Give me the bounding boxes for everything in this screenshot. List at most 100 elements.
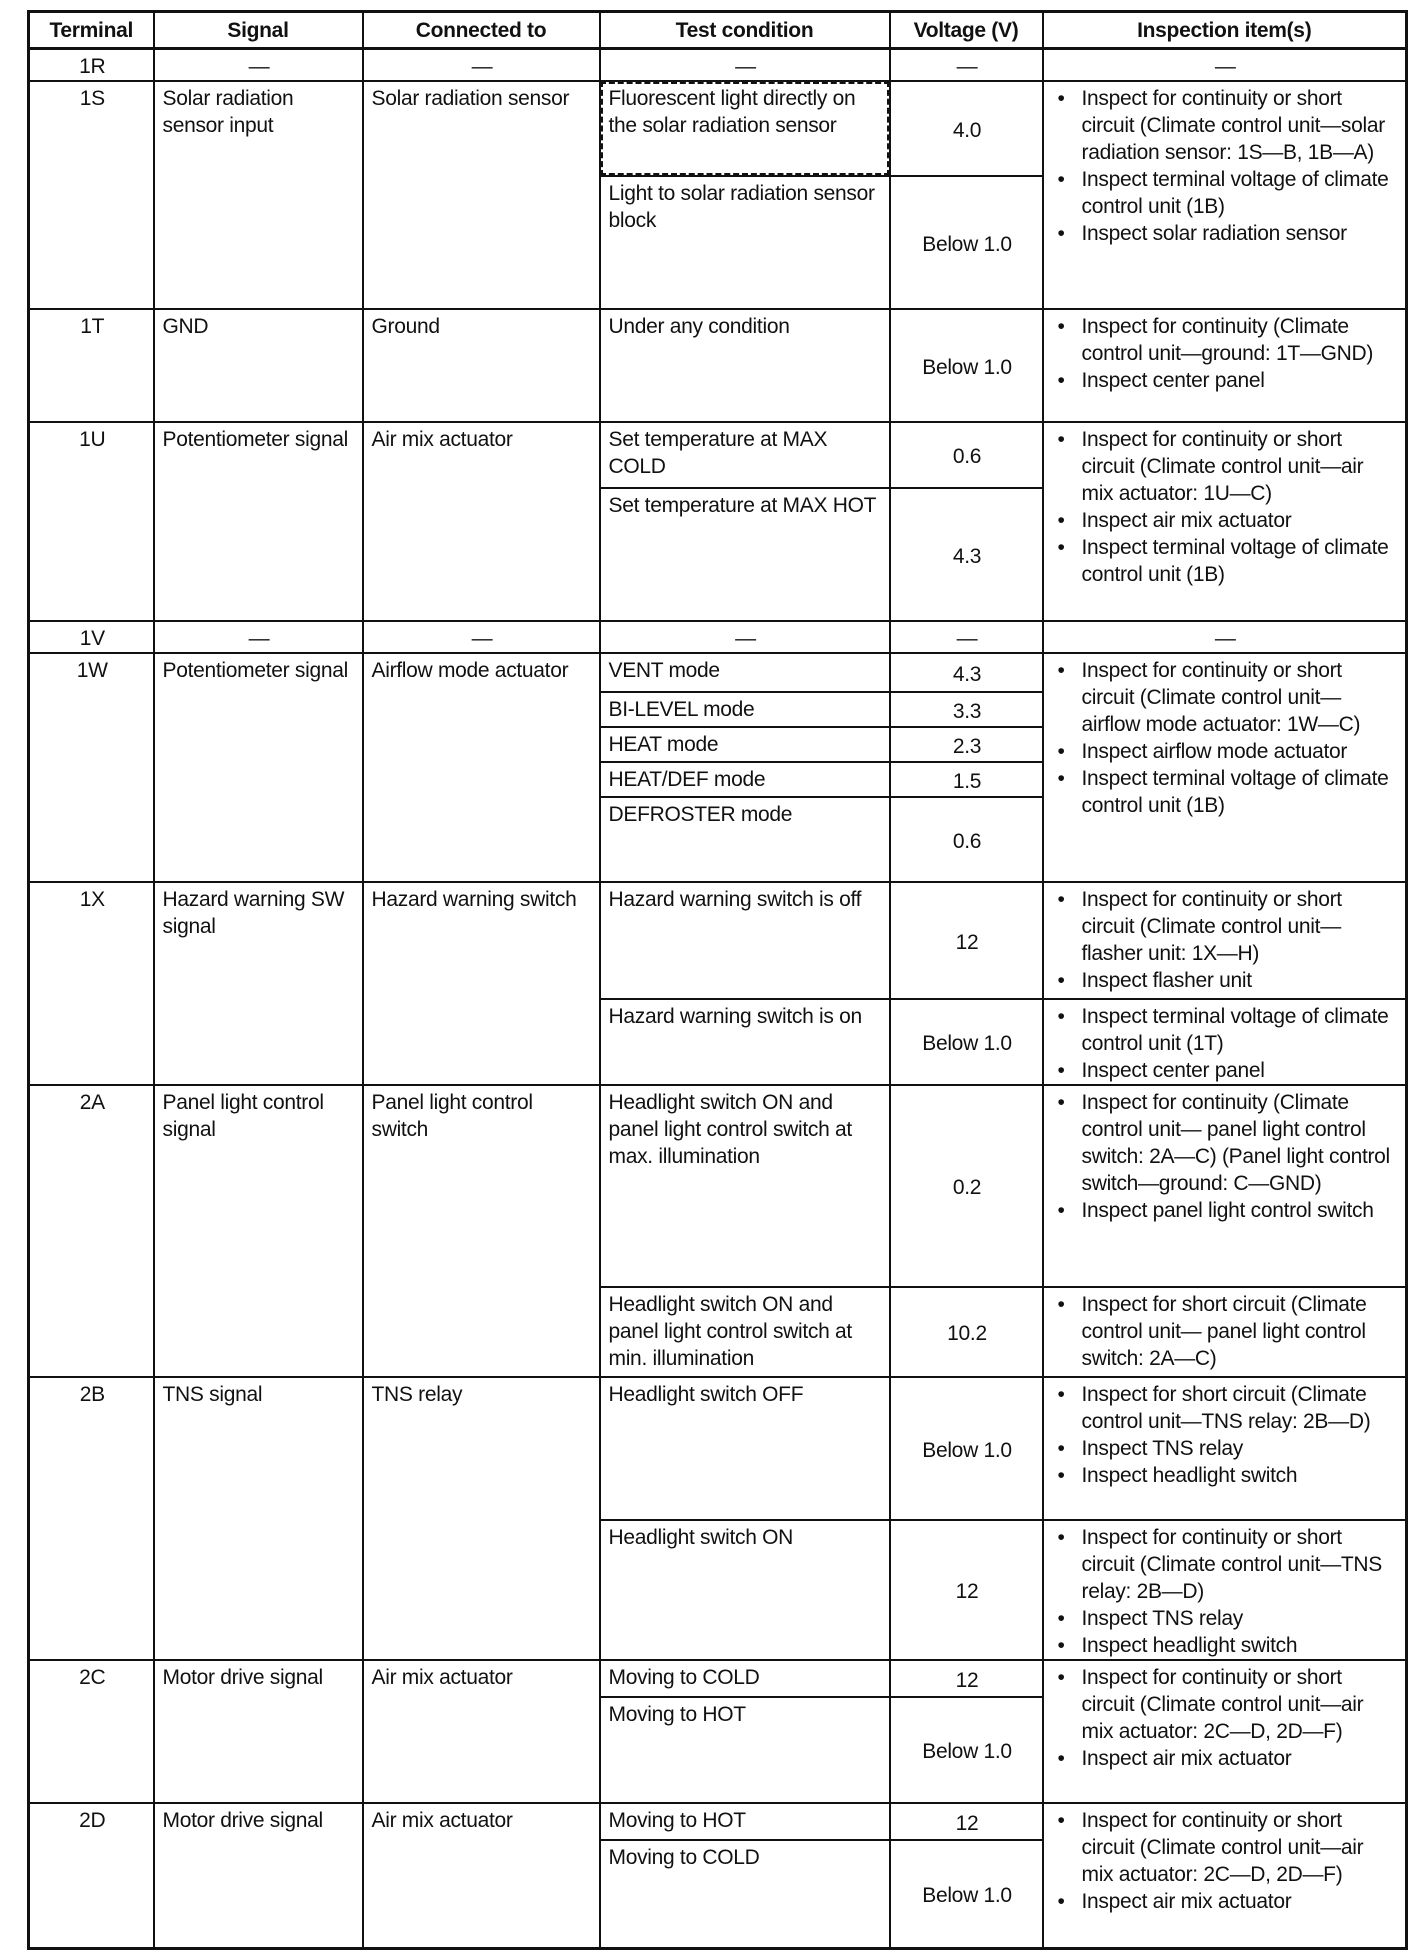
inspection-list: • Inspect for continuity or short circuit… <box>1052 657 1400 819</box>
test-condition-cell: Headlight switch ON and panel light cont… <box>598 1286 891 1378</box>
inspection-item: • Inspect headlight switch <box>1058 1632 1400 1659</box>
terminal-cell: 2B <box>27 1376 155 1661</box>
inspection-list: • Inspect for continuity or short circuit… <box>1052 1807 1400 1915</box>
table-row-1r: 1R — — — — — <box>27 47 1408 82</box>
test-condition-cell: Hazard warning switch is on <box>598 998 891 1086</box>
inspection-item: • Inspect terminal voltage of climate con… <box>1058 166 1400 220</box>
voltage-cell: 0.2 <box>888 1084 1044 1288</box>
signal-cell: Motor drive signal <box>152 1802 364 1949</box>
header-terminal: Terminal <box>27 10 155 50</box>
table-row-2c: Moving to HOT Below 1.0 <box>29 1696 1407 1804</box>
inspection-item-text: Inspect for continuity or short circuit … <box>1081 1666 1364 1743</box>
inspection-list: • Inspect for continuity or short circuit… <box>1052 85 1400 247</box>
bullet-icon: • <box>1057 1005 1065 1028</box>
bullet-icon: • <box>1057 369 1065 392</box>
bullet-icon: • <box>1057 509 1065 532</box>
inspection-item: • Inspect for continuity or short circuit… <box>1058 1807 1400 1888</box>
voltage-cell: Below 1.0 <box>888 1376 1044 1521</box>
inspection-item-text: Inspect for continuity or short circuit … <box>1081 87 1386 164</box>
inspection-cell: • Inspect for continuity or short circuit… <box>1041 1519 1408 1661</box>
inspection-cell: — <box>1041 620 1408 654</box>
table-row-1u: 1U Potentiometer signal Air mix actuator Se… <box>27 421 1408 622</box>
inspection-list: • Inspect for continuity (Climate control… <box>1052 313 1400 394</box>
signal-cell: Potentiometer signal <box>152 652 364 883</box>
inspection-cell: • Inspect for continuity or short circuit… <box>1041 1802 1408 1949</box>
inspection-list: • Inspect for continuity (Climate control… <box>1052 1089 1400 1224</box>
voltage-cell: Below 1.0 <box>888 1839 1044 1949</box>
inspection-item-text: Inspect for continuity or short circuit … <box>1081 1809 1364 1886</box>
inspection-cell: • Inspect terminal voltage of climate con… <box>1041 998 1408 1086</box>
test-condition-cell: Headlight switch ON and panel light cont… <box>598 1084 891 1288</box>
test-condition-cell: Moving to HOT <box>598 1696 891 1804</box>
test-condition-cell: — <box>598 620 891 654</box>
inspection-item-text: Inspect center panel <box>1081 369 1265 392</box>
signal-cell: Potentiometer signal <box>152 421 364 622</box>
terminal-cell: 1R <box>27 47 155 82</box>
table-row-1s: 1S Solar radiation sensor input Solar radi… <box>27 80 1408 310</box>
inspection-cell: • Inspect for short circuit (Climate cont… <box>1041 1286 1408 1378</box>
voltage-cell: 10.2 <box>888 1286 1044 1378</box>
table-row-2b: 2B TNS signal TNS relay Headlight switch OF… <box>27 1376 1408 1661</box>
inspection-item-text: Inspect for continuity or short circuit … <box>1081 1526 1383 1603</box>
inspection-list: • Inspect terminal voltage of climate con… <box>1052 1003 1400 1084</box>
inspection-item-text: Inspect headlight switch <box>1081 1464 1298 1487</box>
inspection-item-text: Inspect center panel <box>1081 1059 1265 1082</box>
table-row-2c: 2C Motor drive signal Air mix actuator Movi… <box>27 1659 1408 1804</box>
signal-cell: Panel light control signal <box>152 1084 364 1378</box>
bullet-icon: • <box>1057 740 1065 763</box>
terminal-cell: 2A <box>27 1084 155 1378</box>
header-inspection-items: Inspection item(s) <box>1041 10 1408 50</box>
terminal-cell: 1V <box>27 620 155 654</box>
bullet-icon: • <box>1057 1091 1065 1114</box>
inspection-item: • Inspect for continuity (Climate control… <box>1058 313 1400 367</box>
inspection-item: • Inspect air mix actuator <box>1058 1888 1400 1915</box>
connected-to-cell: Air mix actuator <box>361 421 601 622</box>
table-row-2d: Moving to COLD Below 1.0 <box>29 1839 1407 1949</box>
inspection-cell: • Inspect for continuity or short circuit… <box>1041 652 1408 883</box>
voltage-cell: Below 1.0 <box>888 175 1044 310</box>
voltage-cell: 0.6 <box>888 421 1044 489</box>
connected-to-cell: Hazard warning switch <box>361 881 601 1086</box>
connected-to-cell: — <box>361 47 601 82</box>
inspection-item-text: Inspect TNS relay <box>1081 1437 1244 1460</box>
bullet-icon: • <box>1057 1293 1065 1316</box>
inspection-cell: — <box>1041 47 1408 82</box>
test-condition-cell: Moving to HOT <box>598 1802 891 1841</box>
bullet-icon: • <box>1057 1464 1065 1487</box>
bullet-icon: • <box>1057 222 1065 245</box>
inspection-cell: • Inspect for continuity (Climate control… <box>1041 308 1408 423</box>
inspection-item: • Inspect TNS relay <box>1058 1605 1400 1632</box>
inspection-item: • Inspect for continuity or short circuit… <box>1058 426 1400 507</box>
bullet-icon: • <box>1057 1809 1065 1832</box>
table-row-1u: Set temperature at MAX HOT 4.3 <box>29 487 1407 622</box>
voltage-cell: — <box>888 620 1044 654</box>
bullet-icon: • <box>1057 428 1065 451</box>
test-condition-cell: Set temperature at MAX COLD <box>598 421 891 489</box>
inspection-item: • Inspect flasher unit <box>1058 967 1400 994</box>
inspection-cell: • Inspect for short circuit (Climate cont… <box>1041 1376 1408 1521</box>
inspection-item: • Inspect airflow mode actuator <box>1058 738 1400 765</box>
inspection-cell: • Inspect for continuity or short circuit… <box>1041 80 1408 310</box>
table-row-1x: Hazard warning switch is on Below 1.0 • Ins… <box>29 998 1408 1086</box>
inspection-cell: • Inspect for continuity or short circuit… <box>1041 881 1408 1000</box>
inspection-list: • Inspect for continuity or short circuit… <box>1052 1524 1400 1659</box>
bullet-icon: • <box>1057 659 1065 682</box>
header-signal: Signal <box>152 10 364 50</box>
signal-cell: — <box>152 47 364 82</box>
table-row-1w: BI-LEVEL mode 3.3 <box>29 691 1407 728</box>
inspection-item-text: Inspect for continuity or short circuit … <box>1081 888 1343 965</box>
inspection-item-text: Inspect TNS relay <box>1081 1607 1244 1630</box>
inspection-item: • Inspect panel light control switch <box>1058 1197 1400 1224</box>
table-row-1w: HEAT/DEF mode 1.5 <box>29 761 1407 798</box>
connected-to-cell: Panel light control switch <box>361 1084 601 1378</box>
bullet-icon: • <box>1057 536 1065 559</box>
inspection-item: • Inspect center panel <box>1058 367 1400 394</box>
terminal-cell: 2D <box>27 1802 155 1949</box>
signal-cell: Motor drive signal <box>152 1659 364 1804</box>
voltage-cell: 2.3 <box>888 726 1044 763</box>
inspection-item-text: Inspect headlight switch <box>1081 1634 1298 1657</box>
inspection-item-text: Inspect panel light control switch <box>1081 1199 1374 1222</box>
inspection-item-text: Inspect for continuity or short circuit … <box>1081 659 1361 736</box>
inspection-item: • Inspect for short circuit (Climate cont… <box>1058 1291 1400 1372</box>
connected-to-cell: Airflow mode actuator <box>361 652 601 883</box>
